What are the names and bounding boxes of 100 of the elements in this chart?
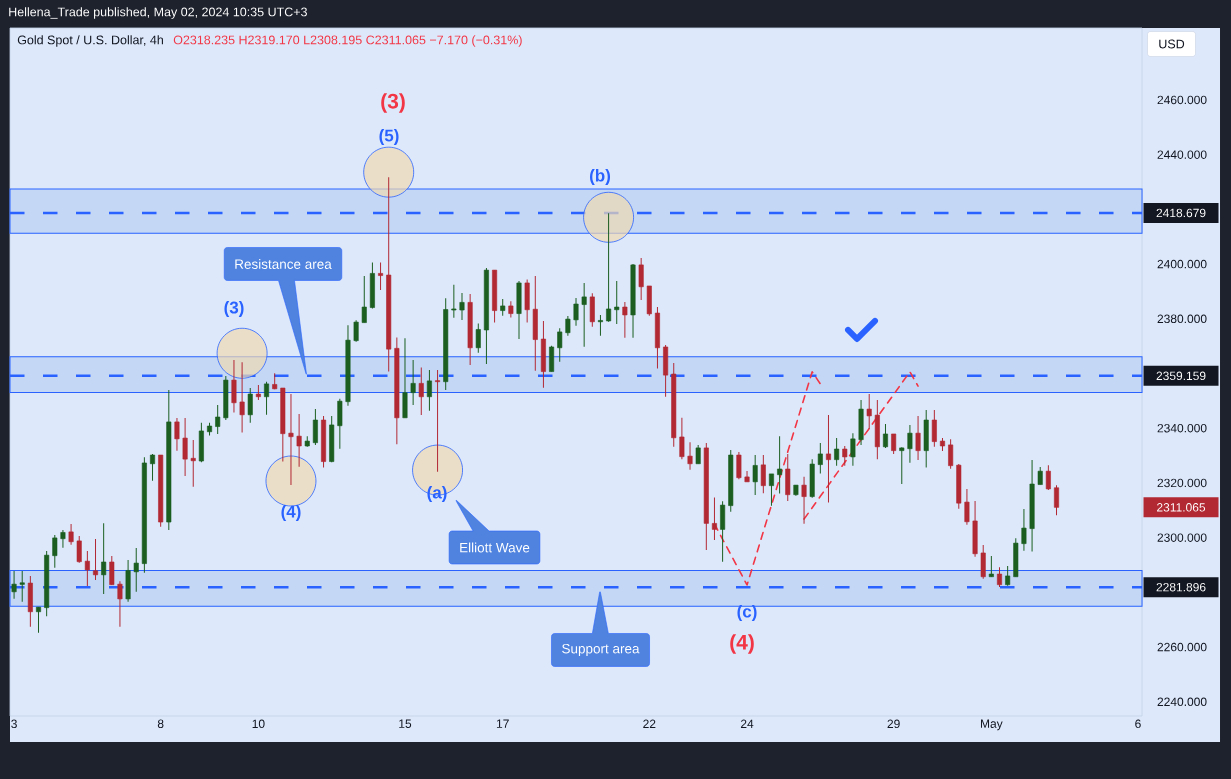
candlestick — [964, 488, 970, 526]
candlestick — [891, 433, 897, 455]
candlestick — [834, 437, 840, 467]
annotation: (5) — [379, 129, 399, 145]
candlestick — [866, 393, 872, 430]
candlestick — [622, 301, 628, 339]
candlestick — [882, 423, 888, 449]
text: Gold Spot / U.S. Dollar, 4h — [17, 35, 163, 47]
candlestick — [817, 442, 823, 475]
candlestick — [247, 387, 253, 424]
candlestick — [777, 435, 783, 495]
candlestick — [296, 413, 302, 468]
y-tick-label: 2300.000 — [1157, 533, 1207, 542]
candlestick — [565, 315, 571, 337]
y-tick-label: 2380.000 — [1157, 314, 1207, 324]
point — [583, 191, 634, 243]
candlestick — [231, 359, 237, 414]
candlestick — [825, 414, 831, 504]
candlestick — [52, 534, 58, 569]
candlestick — [426, 369, 432, 412]
candlestick — [215, 404, 221, 435]
point — [363, 146, 415, 198]
text: Hellena_Trade published, May 02, 2024 10:35 UTC+3 — [9, 7, 307, 19]
x-tick-label: 8 — [157, 719, 164, 729]
candlestick — [60, 529, 66, 549]
y-tick-label: 2440.000 — [1157, 150, 1207, 159]
candlestick — [801, 476, 807, 525]
y-tick-label: 2240.000 — [1157, 697, 1207, 707]
candlestick — [435, 369, 441, 473]
ref-line-label: 2281.896 — [1156, 582, 1206, 592]
y-tick-label: 2320.000 — [1157, 478, 1207, 488]
candlestick — [190, 439, 196, 488]
candlestick — [459, 292, 465, 321]
candlestick — [695, 444, 701, 465]
candlestick — [182, 417, 188, 477]
candlestick — [850, 432, 856, 467]
annotation: (4) — [730, 634, 754, 654]
candlestick — [752, 454, 758, 496]
candlestick — [93, 538, 99, 581]
annotation: (b) — [590, 169, 611, 185]
candlestick — [581, 282, 587, 348]
y-tick-label: 2260.000 — [1157, 642, 1207, 652]
x-tick-label: 29 — [887, 719, 900, 729]
candlestick — [418, 366, 424, 416]
ref-line-label: 2359.159 — [1156, 371, 1206, 381]
candlestick — [573, 297, 579, 327]
candlestick — [19, 570, 25, 603]
x-tick-label: 10 — [252, 719, 265, 729]
candlestick — [988, 555, 994, 578]
annotation: (3) — [224, 301, 244, 317]
candlestick — [239, 361, 245, 434]
candlestick — [133, 547, 139, 593]
candlestick — [84, 550, 90, 587]
candlestick — [915, 415, 921, 461]
candlestick — [1021, 508, 1027, 552]
candlestick — [931, 409, 937, 448]
annotation: (c) — [737, 605, 757, 621]
text: O2318.235 H2319.170 L2308.195 C2311.065 −7.170 (−0.31%) — [173, 35, 522, 47]
point — [216, 327, 268, 379]
candlestick — [451, 284, 457, 319]
candlestick — [288, 393, 294, 486]
candlestick — [1005, 565, 1011, 587]
candlestick — [948, 438, 954, 470]
candlestick — [614, 280, 620, 325]
x-tick-label: 22 — [643, 719, 656, 728]
candlestick — [679, 417, 685, 460]
candlestick — [68, 523, 74, 546]
candlestick — [174, 417, 180, 452]
text: 2311.065 — [1157, 503, 1206, 512]
candlestick — [736, 451, 742, 480]
candlestick — [101, 522, 107, 595]
ref-line-label: 2418.679 — [1156, 208, 1206, 218]
candlestick — [744, 470, 750, 483]
x-tick-label: 6 — [1135, 719, 1141, 729]
candlestick — [150, 453, 156, 482]
candlestick — [907, 424, 913, 464]
candlestick — [711, 496, 717, 541]
candlestick — [687, 441, 693, 471]
y-tick-label: 2460.000 — [1157, 95, 1207, 105]
y-axis-title: USD — [1159, 39, 1185, 49]
point — [265, 455, 317, 507]
candlestick — [899, 446, 905, 485]
annotation: Resistance area — [235, 259, 332, 269]
x-tick-label: 17 — [496, 719, 509, 728]
candlestick — [312, 408, 318, 446]
candlestick — [638, 257, 644, 301]
x-tick-label: 3 — [11, 719, 17, 729]
x-tick-label: May — [981, 719, 1003, 731]
candlestick — [475, 322, 481, 354]
candlestick — [1045, 464, 1051, 491]
candlestick — [76, 535, 82, 564]
candlestick — [606, 212, 612, 323]
candlestick — [980, 544, 986, 580]
annotation: Support area — [562, 643, 640, 657]
candlestick — [768, 473, 774, 507]
candlestick — [264, 381, 270, 416]
candlestick — [353, 319, 359, 343]
candlestick — [36, 606, 41, 634]
annotation: (4) — [281, 505, 301, 521]
x-tick-label: 15 — [399, 719, 412, 728]
